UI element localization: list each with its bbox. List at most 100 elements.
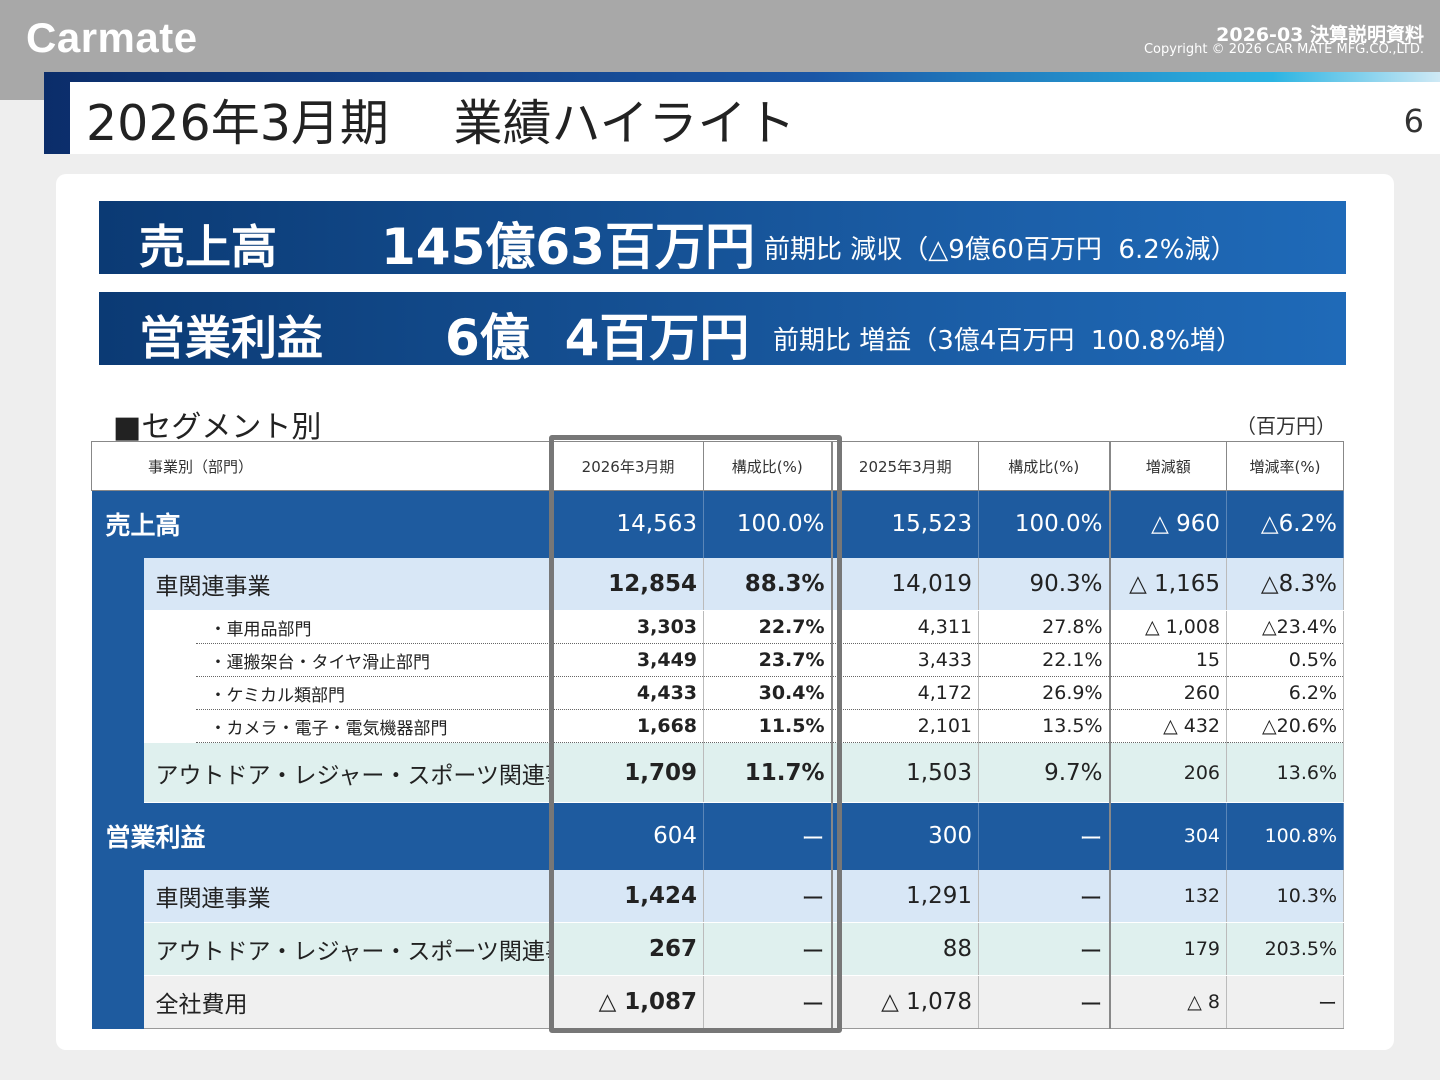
cell-ratio-2025: 22.1% <box>978 643 1111 677</box>
cell-fy2025: 1,503 <box>831 742 980 803</box>
cell-ratio-2025: 27.8% <box>978 610 1111 644</box>
row-label: ・車用品部門 <box>195 610 554 644</box>
cell-ratio-2026: 11.5% <box>703 709 833 743</box>
cell-change-rate: 203.5% <box>1226 922 1345 976</box>
row-label: 車関連事業 <box>143 869 554 923</box>
cell-fy2026: 1,424 <box>552 869 705 923</box>
header-fy2025: 2025年3月期 <box>831 441 980 491</box>
cell-fy2026: 12,854 <box>552 557 705 611</box>
cell-change: 304 <box>1109 802 1228 870</box>
cell-ratio-2026: ー <box>703 922 833 976</box>
row-indent-bar-sub <box>143 610 196 743</box>
cell-ratio-2025: 13.5% <box>978 709 1111 743</box>
row-label: 営業利益 <box>91 802 554 870</box>
cell-fy2026: 3,449 <box>552 643 705 677</box>
cell-change: △ 960 <box>1109 490 1228 558</box>
header-fy2026: 2026年3月期 <box>552 441 705 491</box>
cell-fy2025: 1,291 <box>831 869 980 923</box>
segment-section-title: ■セグメント別 <box>113 410 322 445</box>
cell-change-rate: 6.2% <box>1226 676 1345 710</box>
table-row-operating-income: 営業利益 604 ー 300 ー 304 100.8% <box>91 802 1345 870</box>
cell-fy2025: 88 <box>831 922 980 976</box>
table-row-oi-car: 車関連事業 1,424 ー 1,291 ー 132 10.3% <box>91 869 1345 1029</box>
table-row-dept-car-goods: ・車用品部門 3,303 22.7% 4,311 27.8% △ 1,008 △… <box>92 610 1345 743</box>
row-indent-bar <box>91 869 144 1029</box>
cell-ratio-2025: ー <box>978 869 1111 923</box>
cell-fy2026: 14,563 <box>551 490 705 558</box>
table-header-row: 事業別（部門） 2026年3月期 構成比(%) 2025年3月期 構成比(%) … <box>90 441 1345 491</box>
cell-fy2025: △ 1,078 <box>831 975 980 1029</box>
table-row-sales: 売上高 14,563 100.0% 15,523 100.0% △ 960 △6… <box>91 490 1345 558</box>
cell-fy2025: 2,101 <box>831 709 980 743</box>
cell-fy2025: 15,523 <box>831 490 980 558</box>
row-label: アウトドア・レジャー・スポーツ関連事業 <box>143 922 554 976</box>
kpi-sales-banner: 売上高 145億63百万円 前期比 減収（△9億60百万円 6.2%減） <box>99 201 1346 276</box>
kpi-sales-value: 145億63百万円 <box>381 218 755 276</box>
row-label: ・カメラ・電子・電気機器部門 <box>195 709 554 743</box>
table-row-sales-car: 車関連事業 12,854 88.3% 14,019 90.3% △ 1,165 … <box>91 557 1345 803</box>
cell-change-rate: △6.2% <box>1226 490 1345 558</box>
cell-ratio-2025: 26.9% <box>978 676 1111 710</box>
row-label: 全社費用 <box>143 975 554 1029</box>
cell-fy2026: 604 <box>551 802 705 870</box>
cell-change: 206 <box>1109 742 1228 803</box>
kpi-sales-comparison: 前期比 減収（△9億60百万円 6.2%減） <box>764 235 1237 265</box>
cell-change-rate: △23.4% <box>1226 610 1345 644</box>
cell-ratio-2026: ー <box>703 975 833 1029</box>
cell-ratio-2026: 23.7% <box>703 643 833 677</box>
header-change: 増減額 <box>1109 441 1228 491</box>
cell-ratio-2025: ー <box>978 922 1111 976</box>
cell-ratio-2026: ー <box>703 869 833 923</box>
cell-ratio-2025: ー <box>978 975 1111 1029</box>
cell-fy2026: 3,303 <box>552 610 705 644</box>
cell-ratio-2026: 11.7% <box>703 742 833 803</box>
cell-change-rate: △8.3% <box>1226 557 1345 611</box>
cell-ratio-2025: ー <box>978 802 1111 870</box>
header-segment: 事業別（部門） <box>90 441 554 491</box>
kpi-operating-income-label: 営業利益 <box>139 311 323 365</box>
row-indent-bar <box>91 557 144 803</box>
cell-change: △ 1,008 <box>1109 610 1228 644</box>
cell-change-rate: 10.3% <box>1226 869 1345 923</box>
cell-ratio-2025: 100.0% <box>978 490 1111 558</box>
cell-ratio-2026: 88.3% <box>703 557 833 611</box>
page-number: 6 <box>1403 102 1424 140</box>
cell-fy2025: 4,172 <box>831 676 980 710</box>
cell-change-rate: △20.6% <box>1226 709 1345 743</box>
cell-ratio-2025: 90.3% <box>978 557 1111 611</box>
segment-table: 事業別（部門） 2026年3月期 構成比(%) 2025年3月期 構成比(%) … <box>90 441 1345 1029</box>
table-row-dept-carrier-tire: ・運搬架台・タイヤ滑止部門 3,449 23.7% 3,433 22.1% 15… <box>92 643 1345 677</box>
cell-ratio-2025: 9.7% <box>978 742 1111 803</box>
table-row-dept-chemical: ・ケミカル類部門 4,433 30.4% 4,172 26.9% 260 6.2… <box>92 676 1345 710</box>
cell-ratio-2026: 22.7% <box>703 610 833 644</box>
kpi-operating-income-value: 6億 4百万円 <box>445 309 750 367</box>
kpi-sales-label: 売上高 <box>139 220 277 274</box>
header-change-rate: 増減率(%) <box>1226 441 1345 491</box>
table-row-oi-outdoor: アウトドア・レジャー・スポーツ関連事業 267 ー 88 ー 179 203.5… <box>92 922 1345 976</box>
cell-ratio-2026: ー <box>703 802 833 870</box>
kpi-operating-income-comparison: 前期比 増益（3億4百万円 100.8%増） <box>773 326 1243 356</box>
cell-fy2026: △ 1,087 <box>552 975 705 1029</box>
cell-fy2026: 1,668 <box>552 709 705 743</box>
cell-fy2025: 4,311 <box>831 610 980 644</box>
cell-ratio-2026: 30.4% <box>703 676 833 710</box>
cell-change: △ 1,165 <box>1109 557 1228 611</box>
table-row-sales-outdoor: アウトドア・レジャー・スポーツ関連事業 1,709 11.7% 1,503 9.… <box>92 742 1345 803</box>
cell-change: △ 432 <box>1109 709 1228 743</box>
cell-fy2026: 267 <box>552 922 705 976</box>
cell-fy2025: 14,019 <box>831 557 980 611</box>
cell-change-rate: 100.8% <box>1226 802 1345 870</box>
page-title: 2026年3月期 業績ハイライト <box>86 95 796 152</box>
cell-fy2026: 1,709 <box>552 742 705 803</box>
row-label: 車関連事業 <box>143 557 554 611</box>
header-ratio-2025: 構成比(%) <box>978 441 1111 491</box>
cell-change-rate: 13.6% <box>1226 742 1345 803</box>
cell-change-rate: ー <box>1226 975 1345 1029</box>
title-panel <box>70 82 1440 154</box>
cell-fy2026: 4,433 <box>552 676 705 710</box>
cell-change-rate: 0.5% <box>1226 643 1345 677</box>
row-label: ・ケミカル類部門 <box>195 676 554 710</box>
row-label: 売上高 <box>91 490 554 558</box>
row-label: ・運搬架台・タイヤ滑止部門 <box>195 643 554 677</box>
cell-change: 15 <box>1109 643 1228 677</box>
